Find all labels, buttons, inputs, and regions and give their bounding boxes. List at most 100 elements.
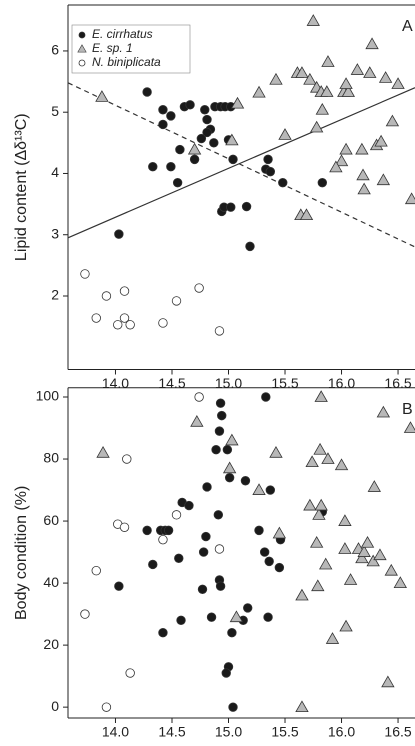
filled-point [189, 154, 200, 165]
filled-point [158, 105, 168, 115]
open-point [80, 609, 90, 619]
filled-point [166, 162, 176, 172]
triangle-point [313, 442, 327, 455]
triangle-point [299, 208, 314, 221]
x-tick-label: 15.5 [271, 724, 298, 740]
open-point [80, 269, 90, 279]
triangle-point [393, 576, 407, 588]
triangle-point [378, 71, 393, 83]
filled-point [166, 111, 176, 121]
triangle-point [222, 461, 237, 474]
filled-point [184, 500, 194, 511]
triangle-point [360, 535, 375, 548]
x-tick-label: 14.0 [102, 375, 129, 391]
triangle-point [341, 85, 356, 97]
open-point [119, 313, 130, 323]
open-point [125, 320, 135, 330]
filled-point [222, 445, 233, 455]
triangle-point [96, 446, 110, 458]
triangle-point [338, 514, 352, 526]
open-point [113, 320, 123, 330]
triangle-point [295, 700, 309, 713]
open-point [194, 392, 204, 402]
x-tick-label: 14.5 [158, 375, 185, 391]
filled-point [245, 241, 255, 252]
filled-point [215, 398, 226, 408]
filled-point [148, 559, 158, 570]
open-point [125, 668, 135, 678]
triangle-point [312, 508, 326, 520]
triangle-point [355, 551, 369, 564]
triangle-point [385, 114, 400, 127]
legend-label: E. cirrhatus [92, 27, 153, 41]
filled-point [142, 525, 152, 536]
filled-point [221, 668, 231, 678]
filled-point [228, 154, 238, 165]
filled-point [114, 229, 124, 239]
triangle-point [357, 545, 371, 557]
panel-label: A [402, 18, 413, 35]
triangle-point [357, 182, 371, 195]
filled-point [217, 410, 227, 421]
filled-point [158, 628, 168, 638]
triangle-point [306, 14, 320, 26]
triangle-point [321, 452, 335, 464]
triangle-point [303, 498, 317, 511]
open-point [91, 565, 101, 576]
triangle-point [230, 96, 245, 109]
open-point [214, 544, 225, 554]
triangle-point [314, 498, 328, 511]
triangle-point [325, 632, 340, 644]
triangle-point [314, 390, 328, 402]
filled-point [214, 426, 225, 436]
triangle-point [252, 483, 266, 495]
legend-marker [78, 31, 86, 39]
triangle-point [272, 526, 287, 539]
open-point [194, 283, 204, 293]
triangle-point [365, 37, 379, 50]
open-point [122, 454, 132, 464]
triangle-point [329, 160, 343, 173]
filled-point [274, 562, 285, 573]
triangle-point [403, 421, 415, 433]
filled-point [196, 133, 207, 144]
y-tick-label: 4 [51, 164, 59, 180]
y-axis-label: Body condition (%) [13, 486, 30, 620]
filled-point [317, 177, 328, 188]
triangle-point [339, 619, 353, 632]
filled-point [228, 702, 238, 712]
y-tick-label: 2 [51, 287, 59, 303]
y-axis-label: Lipid content (Δδ¹³C) [13, 113, 30, 261]
triangle-point [321, 55, 335, 67]
filled-point [226, 202, 236, 212]
filled-point [202, 114, 212, 125]
filled-point [254, 525, 264, 536]
triangle-point [315, 102, 330, 115]
x-tick-label: 16.0 [328, 724, 355, 740]
triangle-point [95, 90, 109, 102]
triangle-point [363, 66, 377, 78]
x-tick-label: 16.5 [384, 375, 411, 391]
legend-box [71, 24, 191, 74]
filled-point [240, 476, 251, 486]
triangle-point [295, 588, 309, 601]
y-tick-label: 60 [43, 512, 59, 528]
filled-point [209, 138, 219, 148]
y-tick-label: 3 [51, 225, 59, 241]
triangle-point [225, 133, 239, 146]
triangle-point [319, 557, 333, 570]
filled-point [224, 472, 235, 483]
triangle-point [384, 563, 398, 576]
triangle-point [295, 66, 309, 78]
filled-point [259, 547, 270, 557]
open-point [171, 296, 182, 306]
filled-point [211, 445, 221, 455]
fit-line [67, 82, 415, 248]
filled-point [172, 177, 183, 188]
x-tick-label: 14.0 [102, 724, 129, 740]
x-tick-label: 16.0 [328, 375, 355, 391]
triangle-point [252, 85, 266, 98]
triangle-point [356, 168, 370, 181]
filled-point [227, 628, 237, 638]
triangle-point [381, 675, 395, 688]
